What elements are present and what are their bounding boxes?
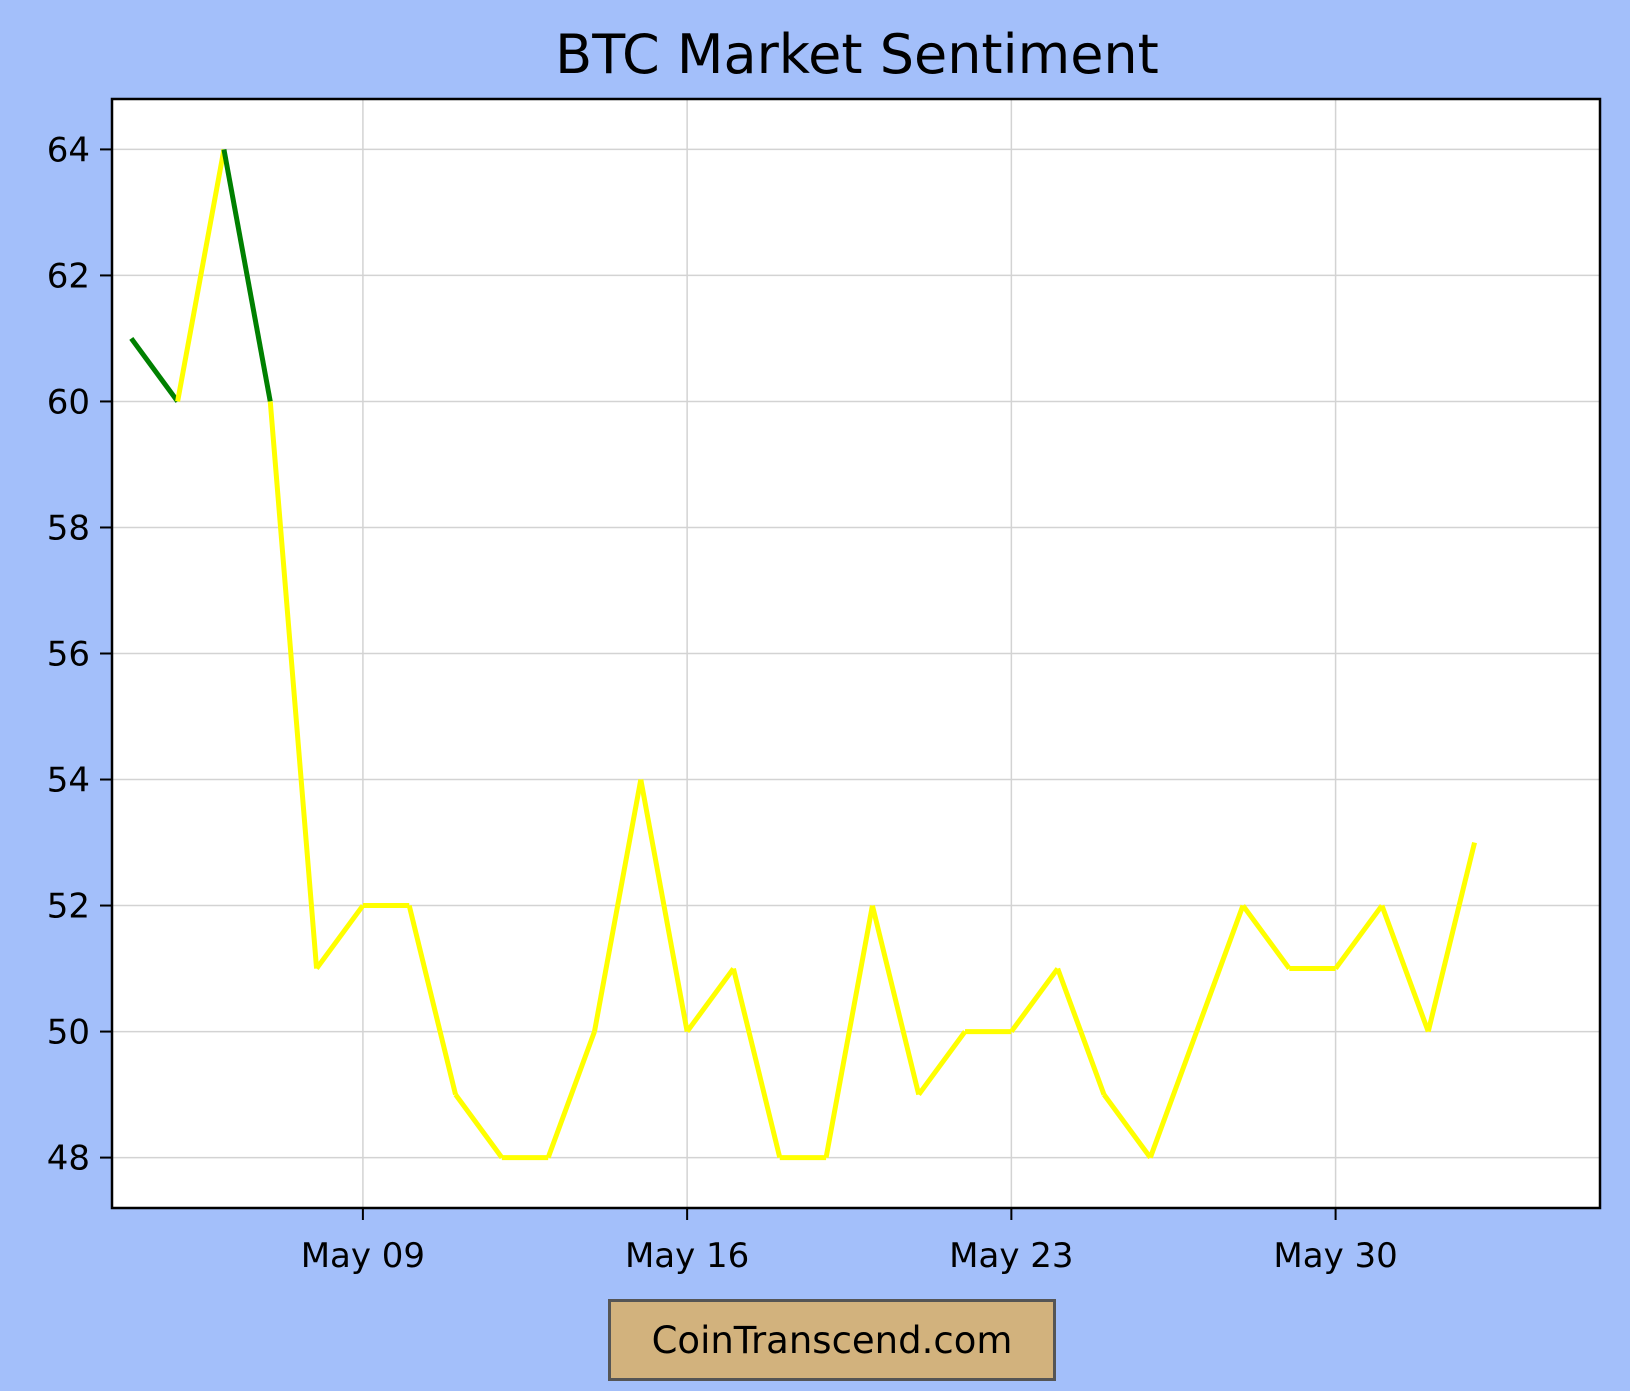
y-tick-label: 56 bbox=[47, 635, 90, 675]
line-segment bbox=[1009, 967, 1060, 1034]
watermark-box: CoinTranscend.com bbox=[608, 1299, 1056, 1381]
line-segment bbox=[1101, 1093, 1153, 1160]
y-tick-label: 52 bbox=[47, 887, 90, 927]
y-tick-label: 48 bbox=[47, 1139, 90, 1179]
line-segment bbox=[545, 1030, 597, 1159]
line-segment bbox=[1333, 904, 1384, 971]
y-tick-label: 62 bbox=[47, 256, 90, 296]
x-tick-label: May 09 bbox=[301, 1236, 425, 1276]
line-segment bbox=[314, 904, 365, 971]
chart-title: BTC Market Sentiment bbox=[555, 23, 1159, 86]
line-segment bbox=[638, 779, 690, 1033]
line-segment bbox=[1425, 841, 1477, 1033]
x-tick-label: May 16 bbox=[625, 1236, 749, 1276]
line-segment bbox=[267, 401, 320, 969]
line-segment bbox=[1147, 1030, 1199, 1159]
series-line bbox=[129, 148, 1477, 1161]
line-segment bbox=[129, 336, 180, 403]
line-segment bbox=[453, 1093, 504, 1160]
x-tick-label: May 23 bbox=[949, 1236, 1073, 1276]
line-segment bbox=[731, 967, 783, 1159]
line-segment bbox=[1055, 967, 1107, 1096]
line-segment bbox=[869, 904, 922, 1096]
line-segment bbox=[406, 904, 458, 1096]
line-segment bbox=[1379, 904, 1431, 1033]
line-segment bbox=[175, 148, 227, 402]
x-tick-label: May 30 bbox=[1273, 1236, 1397, 1276]
line-segment bbox=[916, 1030, 968, 1097]
y-tick-label: 54 bbox=[47, 761, 90, 801]
line-segment bbox=[823, 905, 875, 1159]
line-segment bbox=[685, 967, 736, 1034]
y-tick-label: 64 bbox=[47, 130, 90, 170]
line-segment bbox=[592, 779, 644, 1033]
y-tick-label: 50 bbox=[47, 1013, 90, 1053]
y-tick-label: 58 bbox=[47, 508, 90, 548]
line-segment bbox=[221, 148, 273, 402]
line-segment bbox=[1194, 904, 1246, 1033]
axis-ticks: 48 50 52 54 56 58 60 62 64 May 09 May 16 May 23 May … bbox=[47, 130, 1398, 1276]
y-tick-label: 60 bbox=[47, 382, 90, 422]
line-segment bbox=[1240, 904, 1292, 971]
